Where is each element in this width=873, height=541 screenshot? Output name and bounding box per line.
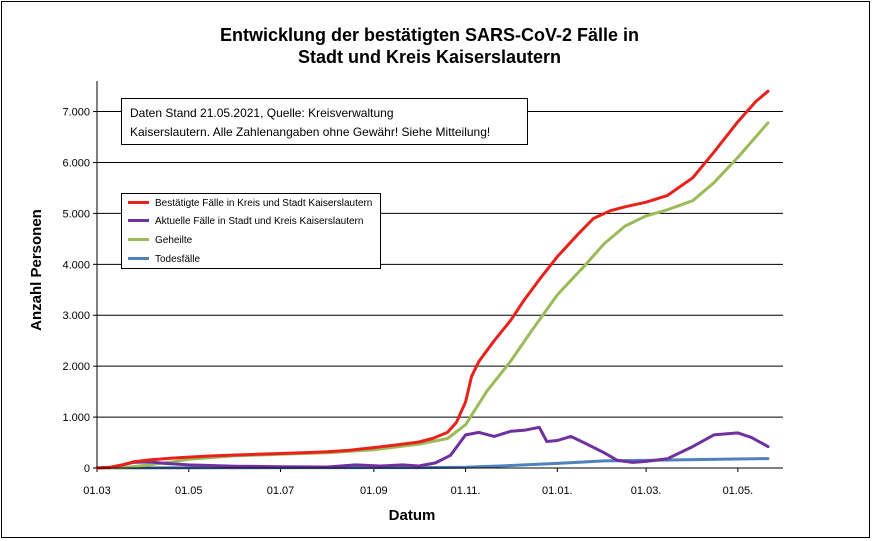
legend-item-todesfaelle: Todesfälle	[128, 250, 200, 269]
x-tick-label: 01.05.	[723, 485, 754, 497]
x-tick-label: 01.03.	[631, 485, 662, 497]
x-axis-label: Datum	[389, 507, 436, 524]
x-tick-label: 01.01.	[542, 485, 573, 497]
x-tick-label: 01.05	[175, 485, 203, 497]
y-axis-label: Anzahl Personen	[28, 209, 45, 331]
series-line-bestaetigte	[95, 89, 770, 470]
note-line-1: Daten Stand 21.05.2021, Quelle: Kreisver…	[130, 106, 394, 120]
y-tick-label: 4.000	[62, 259, 90, 271]
legend-label: Aktuelle Fälle in Stadt und Kreis Kaiser…	[155, 216, 364, 227]
series-layer	[95, 89, 770, 470]
y-tick-labels: 0 1.000 2.000 3.000 4.000 5.000 6.000 7.000	[62, 107, 90, 475]
legend-label: Bestätigte Fälle in Kreis und Stadt Kais…	[155, 198, 373, 209]
x-tick-label: 01.03	[83, 485, 111, 497]
axes	[96, 81, 783, 469]
y-tick-label: 0	[84, 463, 90, 475]
series-line-aktuelle	[95, 425, 770, 470]
legend-label: Geheilte	[155, 235, 193, 246]
x-tick-label: 01.07	[267, 485, 295, 497]
data-source-note: Daten Stand 21.05.2021, Quelle: Kreisver…	[121, 98, 528, 145]
y-tick-label: 6.000	[62, 157, 90, 169]
legend-label: Todesfälle	[155, 254, 201, 265]
legend-item-aktuelle: Aktuelle Fälle in Stadt und Kreis Kaiser…	[128, 212, 363, 231]
note-line-2: Kaiserslautern. Alle Zahlenangaben ohne …	[130, 125, 491, 139]
series-line-geheilte	[95, 121, 770, 470]
legend-item-geheilte: Geheilte	[128, 231, 192, 250]
legend-item-bestaetigte: Bestätigte Fälle in Kreis und Stadt Kais…	[128, 194, 372, 213]
legend-swatch	[128, 237, 149, 241]
chart-title: Entwicklung der bestätigten SARS-CoV-2 F…	[2, 24, 857, 68]
legend-swatch	[128, 218, 149, 222]
legend: Bestätigte Fälle in Kreis und Stadt Kais…	[121, 193, 381, 269]
title-line-1: Entwicklung der bestätigten SARS-CoV-2 F…	[219, 25, 640, 45]
y-tick-label: 5.000	[62, 208, 90, 220]
title-line-2: Stadt und Kreis Kaiserslautern	[297, 47, 562, 67]
x-tick-label: 01.11.	[451, 485, 481, 497]
x-tick-labels: 01.03 01.05 01.07 01.09 01.11. 01.01. 01.03. 01…	[83, 485, 753, 497]
y-tick-label: 1.000	[62, 412, 90, 424]
legend-swatch	[128, 256, 149, 260]
legend-swatch	[128, 200, 149, 204]
gridlines	[93, 111, 783, 472]
y-tick-label: 3.000	[62, 310, 90, 322]
y-tick-label: 7.000	[62, 107, 90, 119]
x-tick-label: 01.09	[360, 485, 388, 497]
y-tick-label: 2.000	[62, 361, 90, 373]
